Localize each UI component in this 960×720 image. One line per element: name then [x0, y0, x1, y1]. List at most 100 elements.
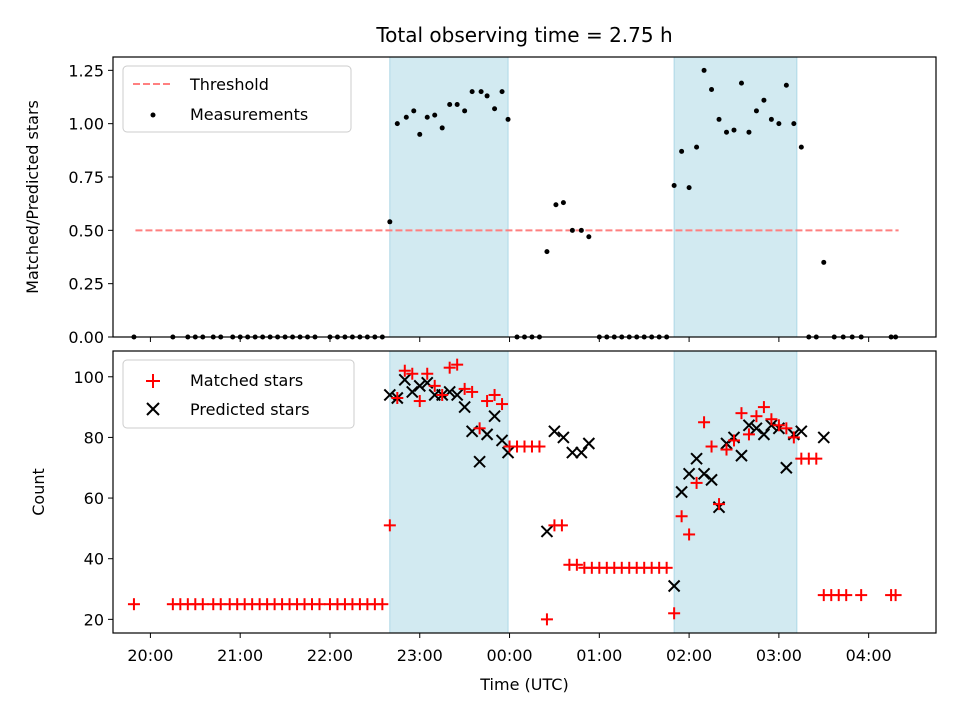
measurement-point — [679, 148, 685, 154]
measurement-point — [387, 219, 393, 225]
matched-star-point — [675, 510, 688, 523]
matched-star-point — [840, 589, 853, 602]
predicted-star-point — [398, 373, 411, 387]
matched-star-point — [466, 385, 479, 398]
panel-ratio: 0.00 0.25 0.50 0.75 1.00 1.25 Total observing… — [23, 23, 937, 347]
predicted-star-point — [750, 422, 763, 435]
predicted-star-point — [575, 446, 588, 459]
measurement-point — [553, 202, 559, 208]
matched-star-point — [668, 607, 681, 620]
matched-star-point — [555, 519, 568, 532]
matched-star-point — [727, 434, 740, 447]
matched-star-point — [391, 392, 404, 404]
measurement-point — [469, 89, 475, 95]
chart-title: Total observing time = 2.75 h — [375, 23, 672, 47]
predicted-star-stroke — [697, 467, 711, 481]
predicted-star-stroke — [458, 400, 471, 414]
matched-star-point — [757, 401, 770, 414]
predicted-star-stroke — [473, 455, 486, 468]
predicted-star-stroke — [406, 385, 419, 399]
legend-predicted-swatch — [146, 402, 160, 416]
predicted-star-stroke — [750, 422, 763, 435]
measurement-point — [492, 106, 498, 112]
matched-star-point — [690, 476, 703, 489]
matched-star-point — [473, 422, 486, 435]
measurement-point — [578, 227, 584, 233]
measurement-point — [424, 114, 430, 120]
matched-star-point — [855, 589, 868, 602]
predicted-star-point — [540, 525, 554, 538]
measurement-point — [731, 127, 737, 133]
shaded-interval — [389, 57, 509, 337]
bottom-shaded-intervals — [389, 351, 798, 633]
matched-star-point — [196, 598, 209, 611]
y-tick-label: 0.00 — [68, 328, 104, 347]
y-tick-label: 60 — [84, 489, 104, 508]
matched-star-point — [451, 358, 464, 371]
matched-star-point — [413, 395, 426, 408]
matched-star-point — [421, 367, 434, 380]
legend-threshold-label: Threshold — [189, 75, 269, 94]
predicted-star-stroke — [421, 376, 434, 390]
measurement-point — [499, 89, 505, 95]
predicted-star-stroke — [735, 449, 748, 462]
matched-star-point — [705, 440, 718, 453]
predicted-star-point — [488, 409, 501, 423]
predicted-star-point — [817, 431, 830, 444]
matched-star-point — [443, 361, 456, 374]
legend-measurements-label: Measurements — [190, 105, 308, 124]
predicted-star-point — [742, 419, 756, 432]
matched-star-point — [772, 419, 785, 432]
x-tick-label: 02:00 — [666, 646, 712, 665]
matched-star-point — [570, 558, 583, 571]
predicted-star-stroke — [675, 485, 688, 499]
predicted-star-stroke — [690, 452, 703, 465]
matched-star-point — [742, 428, 755, 441]
measurement-point — [394, 121, 400, 127]
shaded-interval — [674, 351, 797, 633]
y-tick-label: 1.25 — [68, 61, 104, 80]
predicted-star-stroke — [742, 419, 756, 432]
matched-star-point — [698, 416, 711, 429]
predicted-star-stroke — [548, 425, 561, 438]
count-points — [127, 358, 902, 626]
matched-star-point — [376, 598, 389, 611]
matched-star-point — [889, 589, 902, 602]
top-axes-frame — [112, 56, 937, 338]
measurement-point — [746, 129, 752, 135]
predicted-star-point — [548, 425, 561, 438]
predicted-star-stroke — [450, 388, 464, 402]
predicted-star-stroke — [757, 428, 771, 441]
predicted-star-point — [480, 428, 494, 441]
measurement-point — [694, 144, 700, 150]
measurement-point — [761, 97, 767, 103]
predicted-star-stroke — [557, 431, 570, 444]
predicted-star-stroke — [383, 388, 397, 402]
bottom-legend: Matched stars Predicted stars — [122, 359, 355, 429]
measurement-point — [768, 116, 774, 122]
matched-star-point — [398, 364, 411, 377]
predicted-star-stroke — [765, 419, 778, 432]
measurement-point — [701, 67, 707, 73]
predicted-star-stroke — [488, 409, 501, 423]
matched-star-point — [488, 388, 501, 401]
measurement-point — [821, 259, 827, 265]
matched-star-point — [496, 398, 509, 411]
predicted-star-stroke — [582, 437, 596, 450]
bottom-legend-box — [122, 359, 355, 429]
predicted-star-stroke — [480, 428, 494, 441]
x-tick-label: 01:00 — [576, 646, 622, 665]
predicted-star-point — [705, 473, 718, 487]
measurement-point — [586, 234, 592, 240]
matched-star-point — [720, 443, 733, 456]
x-tick-label: 03:00 — [756, 646, 802, 665]
predicted-star-stroke — [413, 379, 426, 393]
predicted-star-stroke — [795, 425, 808, 438]
predicted-star-point — [582, 437, 596, 450]
shaded-interval — [389, 351, 509, 633]
x-tick-label: 04:00 — [846, 646, 892, 665]
matched-star-point — [540, 613, 553, 626]
measurement-point — [417, 131, 423, 137]
top-y-axis-label: Matched/Predicted stars — [23, 100, 42, 294]
